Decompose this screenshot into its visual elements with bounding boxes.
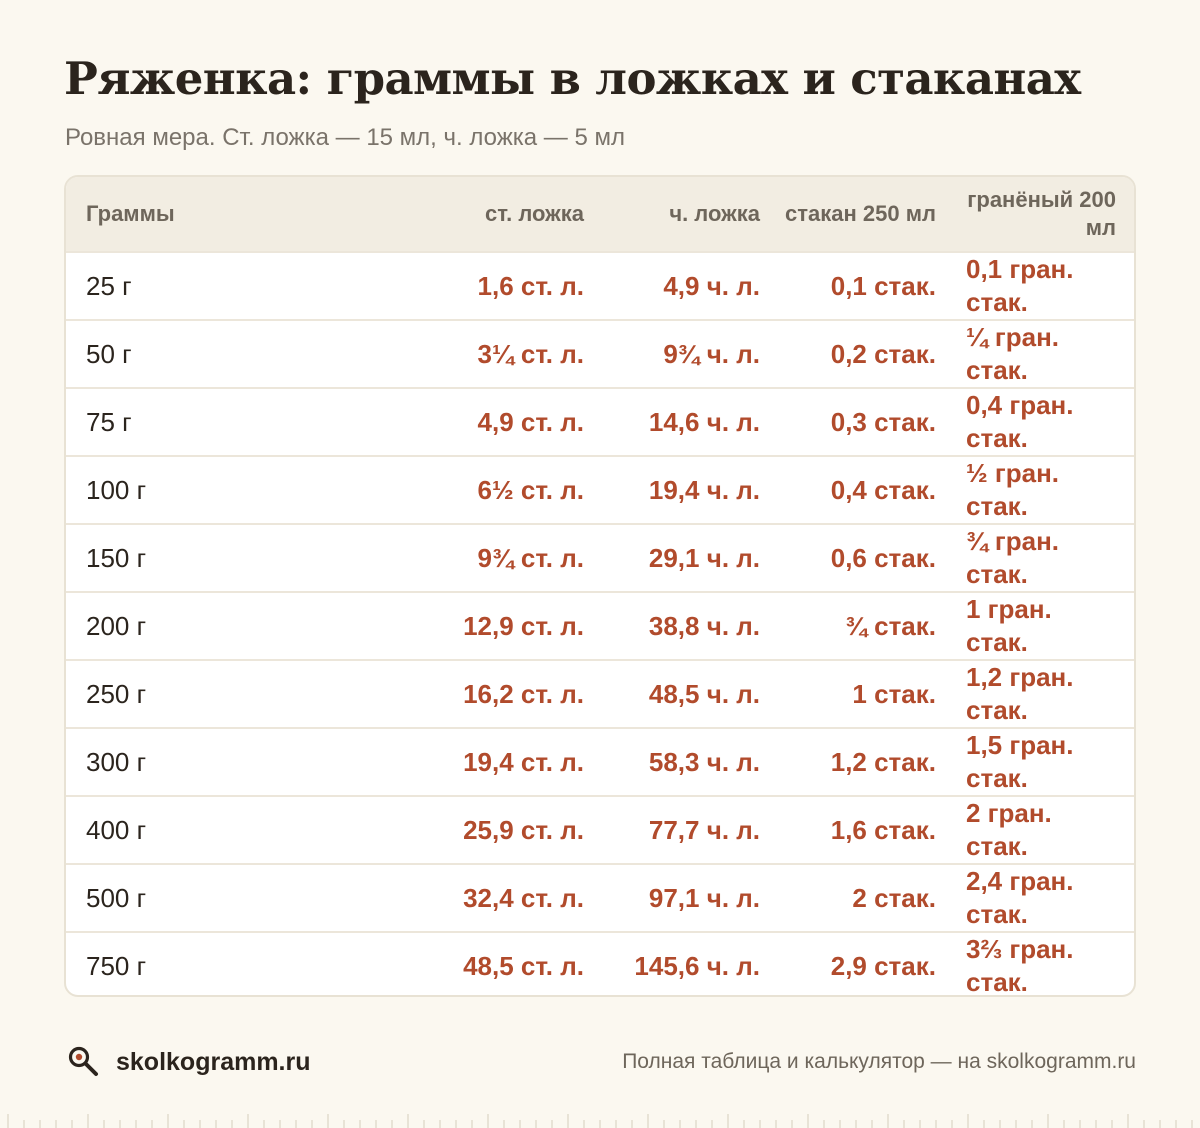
cell-grams: 75 г xyxy=(86,406,132,437)
cell-glass-250: 0,1 стак. xyxy=(830,270,936,301)
table-row: 200 г 12,9 ст. л. 38,8 ч. л. ¾ стак. 1 гран.… xyxy=(66,592,1134,660)
table-row: 500 г 32,4 ст. л. 97,1 ч. л. 2 стак. 2,4 гра… xyxy=(66,864,1134,932)
cell-tablespoon: 25,9 ст. л. xyxy=(463,814,584,845)
cell-grams: 300 г xyxy=(86,746,147,777)
cell-faceted-glass-200: 3⅔ гран. стак. xyxy=(966,934,1074,997)
header-grams: Граммы xyxy=(86,201,175,226)
conversion-table-card: Граммы ст. ложка ч. ложка стакан 250 мл … xyxy=(64,175,1136,997)
table-row: 100 г 6½ ст. л. 19,4 ч. л. 0,4 стак. ½ гран.… xyxy=(66,456,1134,524)
cell-tablespoon: 19,4 ст. л. xyxy=(463,746,584,777)
header-tablespoon: ст. ложка xyxy=(485,201,584,226)
cell-faceted-glass-200: 1 гран. стак. xyxy=(966,594,1052,657)
cell-glass-250: 2,9 стак. xyxy=(830,950,936,981)
cell-glass-250: 0,4 стак. xyxy=(830,474,936,505)
cell-teaspoon: 48,5 ч. л. xyxy=(648,678,760,709)
cell-teaspoon: 97,1 ч. л. xyxy=(648,882,760,913)
cell-grams: 400 г xyxy=(86,814,147,845)
table-row: 150 г 9¾ ст. л. 29,1 ч. л. 0,6 стак. ¾ гран.… xyxy=(66,524,1134,592)
table-row: 25 г 1,6 ст. л. 4,9 ч. л. 0,1 стак. 0,1 гран… xyxy=(66,252,1134,320)
cell-tablespoon: 1,6 ст. л. xyxy=(477,270,584,301)
cell-tablespoon: 32,4 ст. л. xyxy=(463,882,584,913)
cell-teaspoon: 14,6 ч. л. xyxy=(648,406,760,437)
cell-glass-250: 0,3 стак. xyxy=(830,406,936,437)
page-subtitle: Ровная мера. Ст. ложка — 15 мл, ч. ложка… xyxy=(65,124,625,151)
cell-grams: 25 г xyxy=(86,270,132,301)
cell-glass-250: 0,6 стак. xyxy=(830,542,936,573)
table-row: 250 г 16,2 ст. л. 48,5 ч. л. 1 стак. 1,2 гра… xyxy=(66,660,1134,728)
magnifier-icon xyxy=(68,1046,98,1076)
cell-teaspoon: 9¾ ч. л. xyxy=(663,338,760,369)
cell-glass-250: ¾ стак. xyxy=(845,610,936,641)
cell-teaspoon: 29,1 ч. л. xyxy=(648,542,760,573)
table-header-row: Граммы ст. ложка ч. ложка стакан 250 мл … xyxy=(66,177,1134,252)
page-title: Ряженка: граммы в ложках и стаканах xyxy=(64,52,1081,105)
cell-glass-250: 1,6 стак. xyxy=(830,814,936,845)
cell-grams: 500 г xyxy=(86,882,147,913)
header-faceted-glass-200: гранёный 200 мл xyxy=(967,187,1116,240)
table-row: 50 г 3¼ ст. л. 9¾ ч. л. 0,2 стак. ¼ гран. ст… xyxy=(66,320,1134,388)
cell-grams: 50 г xyxy=(86,338,132,369)
brand[interactable]: skolkogramm.ru xyxy=(66,1044,311,1080)
cell-grams: 250 г xyxy=(86,678,147,709)
cell-teaspoon: 58,3 ч. л. xyxy=(648,746,760,777)
cell-teaspoon: 145,6 ч. л. xyxy=(634,950,760,981)
cell-faceted-glass-200: ½ гран. стак. xyxy=(966,458,1060,521)
cell-tablespoon: 16,2 ст. л. xyxy=(463,678,584,709)
header-teaspoon: ч. ложка xyxy=(669,201,760,226)
table-body: 25 г 1,6 ст. л. 4,9 ч. л. 0,1 стак. 0,1 гран… xyxy=(66,252,1134,997)
cell-glass-250: 1 стак. xyxy=(852,678,936,709)
cell-faceted-glass-200: 2,4 гран. стак. xyxy=(966,866,1074,929)
cell-faceted-glass-200: 0,4 гран. стак. xyxy=(966,390,1074,453)
cell-teaspoon: 38,8 ч. л. xyxy=(648,610,760,641)
cell-faceted-glass-200: 1,5 гран. стак. xyxy=(966,730,1074,793)
table-row: 400 г 25,9 ст. л. 77,7 ч. л. 1,6 стак. 2 гра… xyxy=(66,796,1134,864)
brand-name: skolkogramm.ru xyxy=(116,1047,311,1076)
cell-grams: 200 г xyxy=(86,610,147,641)
cell-glass-250: 2 стак. xyxy=(852,882,936,913)
cell-faceted-glass-200: 1,2 гран. стак. xyxy=(966,662,1074,725)
cell-teaspoon: 77,7 ч. л. xyxy=(648,814,760,845)
cell-grams: 100 г xyxy=(86,474,147,505)
cell-grams: 150 г xyxy=(86,542,147,573)
table-row: 300 г 19,4 ст. л. 58,3 ч. л. 1,2 стак. 1,5 г… xyxy=(66,728,1134,796)
cell-faceted-glass-200: ¾ гран. стак. xyxy=(966,526,1060,589)
table-row: 750 г 48,5 ст. л. 145,6 ч. л. 2,9 стак. 3⅔ г… xyxy=(66,932,1134,997)
header-glass-250: стакан 250 мл xyxy=(785,201,936,226)
cell-tablespoon: 9¾ ст. л. xyxy=(477,542,584,573)
table-row: 75 г 4,9 ст. л. 14,6 ч. л. 0,3 стак. 0,4 гра… xyxy=(66,388,1134,456)
cell-tablespoon: 12,9 ст. л. xyxy=(463,610,584,641)
cell-grams: 750 г xyxy=(86,950,147,981)
cell-faceted-glass-200: ¼ гран. стак. xyxy=(966,322,1060,385)
cell-tablespoon: 3¼ ст. л. xyxy=(477,338,584,369)
footer-note[interactable]: Полная таблица и калькулятор — на skolko… xyxy=(622,1050,1136,1073)
cell-glass-250: 1,2 стак. xyxy=(830,746,936,777)
cell-tablespoon: 6½ ст. л. xyxy=(477,474,584,505)
cell-faceted-glass-200: 2 гран. стак. xyxy=(966,798,1052,861)
ruler-decoration xyxy=(7,1114,1193,1128)
cell-faceted-glass-200: 0,1 гран. стак. xyxy=(966,254,1074,317)
cell-teaspoon: 4,9 ч. л. xyxy=(663,270,760,301)
cell-tablespoon: 4,9 ст. л. xyxy=(477,406,584,437)
cell-glass-250: 0,2 стак. xyxy=(830,338,936,369)
cell-teaspoon: 19,4 ч. л. xyxy=(648,474,760,505)
conversion-table: Граммы ст. ложка ч. ложка стакан 250 мл … xyxy=(66,177,1134,997)
cell-tablespoon: 48,5 ст. л. xyxy=(463,950,584,981)
